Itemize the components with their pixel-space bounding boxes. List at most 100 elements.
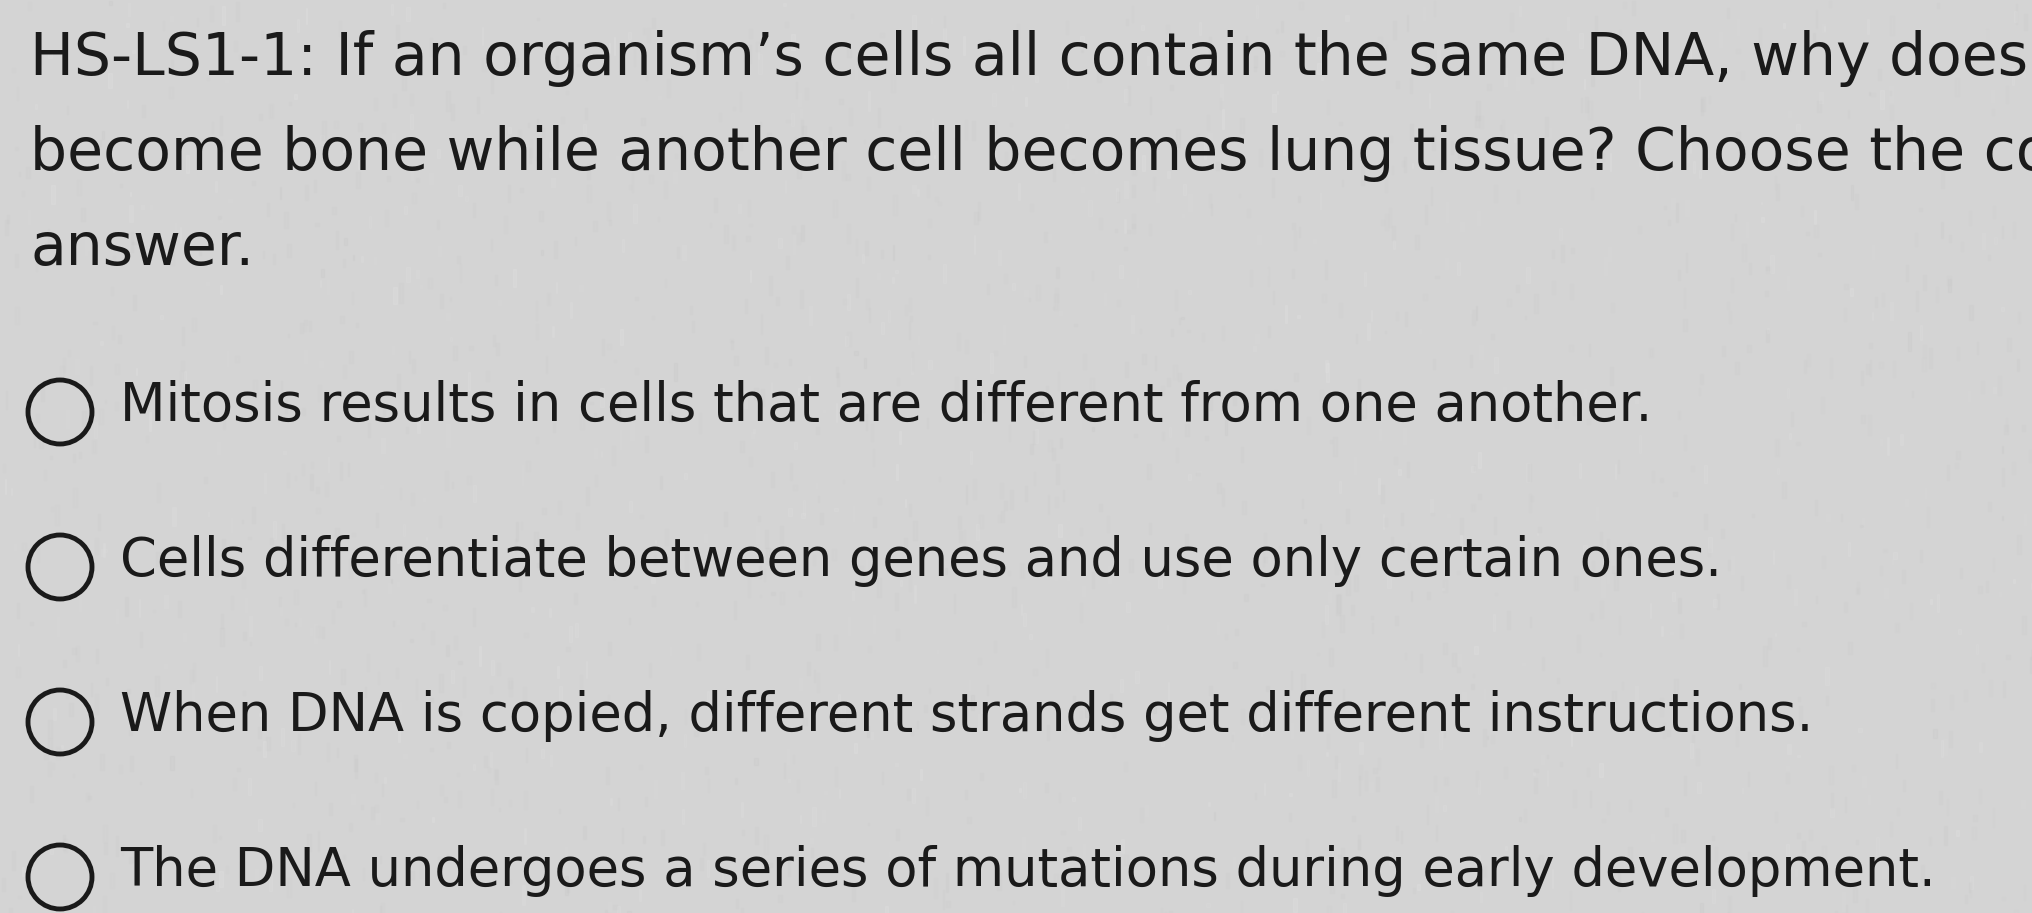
Bar — [1664, 808, 1668, 816]
Bar — [1124, 89, 1128, 101]
Bar — [1471, 466, 1473, 472]
Bar — [884, 906, 888, 913]
Bar — [811, 837, 813, 843]
Bar — [1292, 231, 1296, 250]
Bar — [1055, 874, 1057, 884]
Bar — [26, 574, 30, 587]
Bar — [766, 548, 770, 564]
Bar — [1205, 903, 1209, 907]
Bar — [971, 695, 973, 710]
Bar — [197, 865, 199, 881]
Bar — [1077, 817, 1081, 830]
Bar — [1424, 56, 1428, 68]
Bar — [1762, 646, 1766, 666]
Bar — [215, 561, 217, 576]
Bar — [415, 177, 419, 182]
Bar — [165, 664, 167, 668]
Bar — [977, 658, 979, 664]
Bar — [547, 293, 549, 305]
Bar — [1739, 576, 1741, 590]
Bar — [1410, 124, 1412, 140]
Bar — [1813, 226, 1817, 236]
Bar — [764, 347, 768, 363]
Bar — [681, 809, 683, 824]
Bar — [786, 256, 788, 268]
Bar — [108, 73, 112, 89]
Bar — [910, 15, 914, 32]
Bar — [774, 363, 776, 367]
Bar — [1987, 502, 1991, 511]
Bar — [437, 220, 439, 229]
Bar — [697, 644, 701, 660]
Bar — [792, 485, 797, 490]
Bar — [22, 543, 26, 550]
Bar — [110, 287, 114, 295]
Bar — [614, 905, 618, 909]
Bar — [522, 687, 526, 702]
Bar — [1010, 122, 1012, 126]
Bar — [1878, 159, 1880, 169]
Bar — [232, 778, 236, 790]
Bar — [1439, 731, 1441, 749]
Bar — [282, 450, 287, 454]
Bar — [100, 409, 104, 425]
Bar — [30, 786, 33, 802]
Bar — [8, 908, 12, 913]
Bar — [1680, 127, 1682, 141]
Bar — [1323, 295, 1325, 302]
Bar — [1989, 89, 1993, 102]
Bar — [849, 108, 851, 125]
Bar — [1408, 78, 1410, 93]
Bar — [380, 485, 382, 488]
Bar — [128, 857, 132, 863]
Bar — [1786, 744, 1790, 754]
Bar — [161, 315, 163, 320]
Bar — [996, 561, 998, 577]
Bar — [1569, 284, 1573, 299]
Bar — [1036, 397, 1040, 402]
Bar — [1680, 847, 1682, 861]
Bar — [1107, 566, 1112, 583]
Bar — [439, 785, 443, 795]
Bar — [500, 60, 502, 71]
Bar — [242, 855, 244, 861]
Bar — [1821, 24, 1825, 32]
Bar — [1329, 886, 1333, 893]
Bar — [110, 1, 112, 5]
Bar — [132, 242, 136, 245]
Bar — [536, 563, 538, 567]
Bar — [575, 512, 579, 529]
Bar — [1835, 911, 1837, 913]
Bar — [1764, 291, 1768, 296]
Bar — [1022, 782, 1026, 798]
Bar — [1477, 452, 1481, 467]
Bar — [1225, 635, 1227, 639]
Bar — [252, 507, 254, 523]
Bar — [374, 805, 378, 812]
Bar — [748, 224, 752, 226]
Bar — [100, 341, 104, 345]
Bar — [104, 825, 108, 842]
Bar — [1670, 198, 1674, 209]
Bar — [1388, 853, 1392, 865]
Bar — [1800, 841, 1804, 853]
Bar — [1489, 334, 1494, 339]
Bar — [14, 147, 18, 150]
Bar — [912, 521, 916, 540]
Bar — [912, 184, 914, 194]
Bar — [975, 524, 979, 540]
Bar — [1272, 94, 1274, 111]
Bar — [541, 749, 545, 759]
Bar — [748, 578, 750, 597]
Bar — [1124, 247, 1126, 250]
Bar — [1333, 437, 1337, 456]
Bar — [988, 40, 990, 57]
Bar — [1943, 739, 1947, 755]
Bar — [1120, 679, 1124, 692]
Bar — [492, 519, 494, 537]
Bar — [161, 874, 163, 882]
Bar — [1124, 181, 1128, 197]
Bar — [1307, 416, 1311, 435]
Bar — [498, 147, 502, 165]
Bar — [551, 178, 555, 186]
